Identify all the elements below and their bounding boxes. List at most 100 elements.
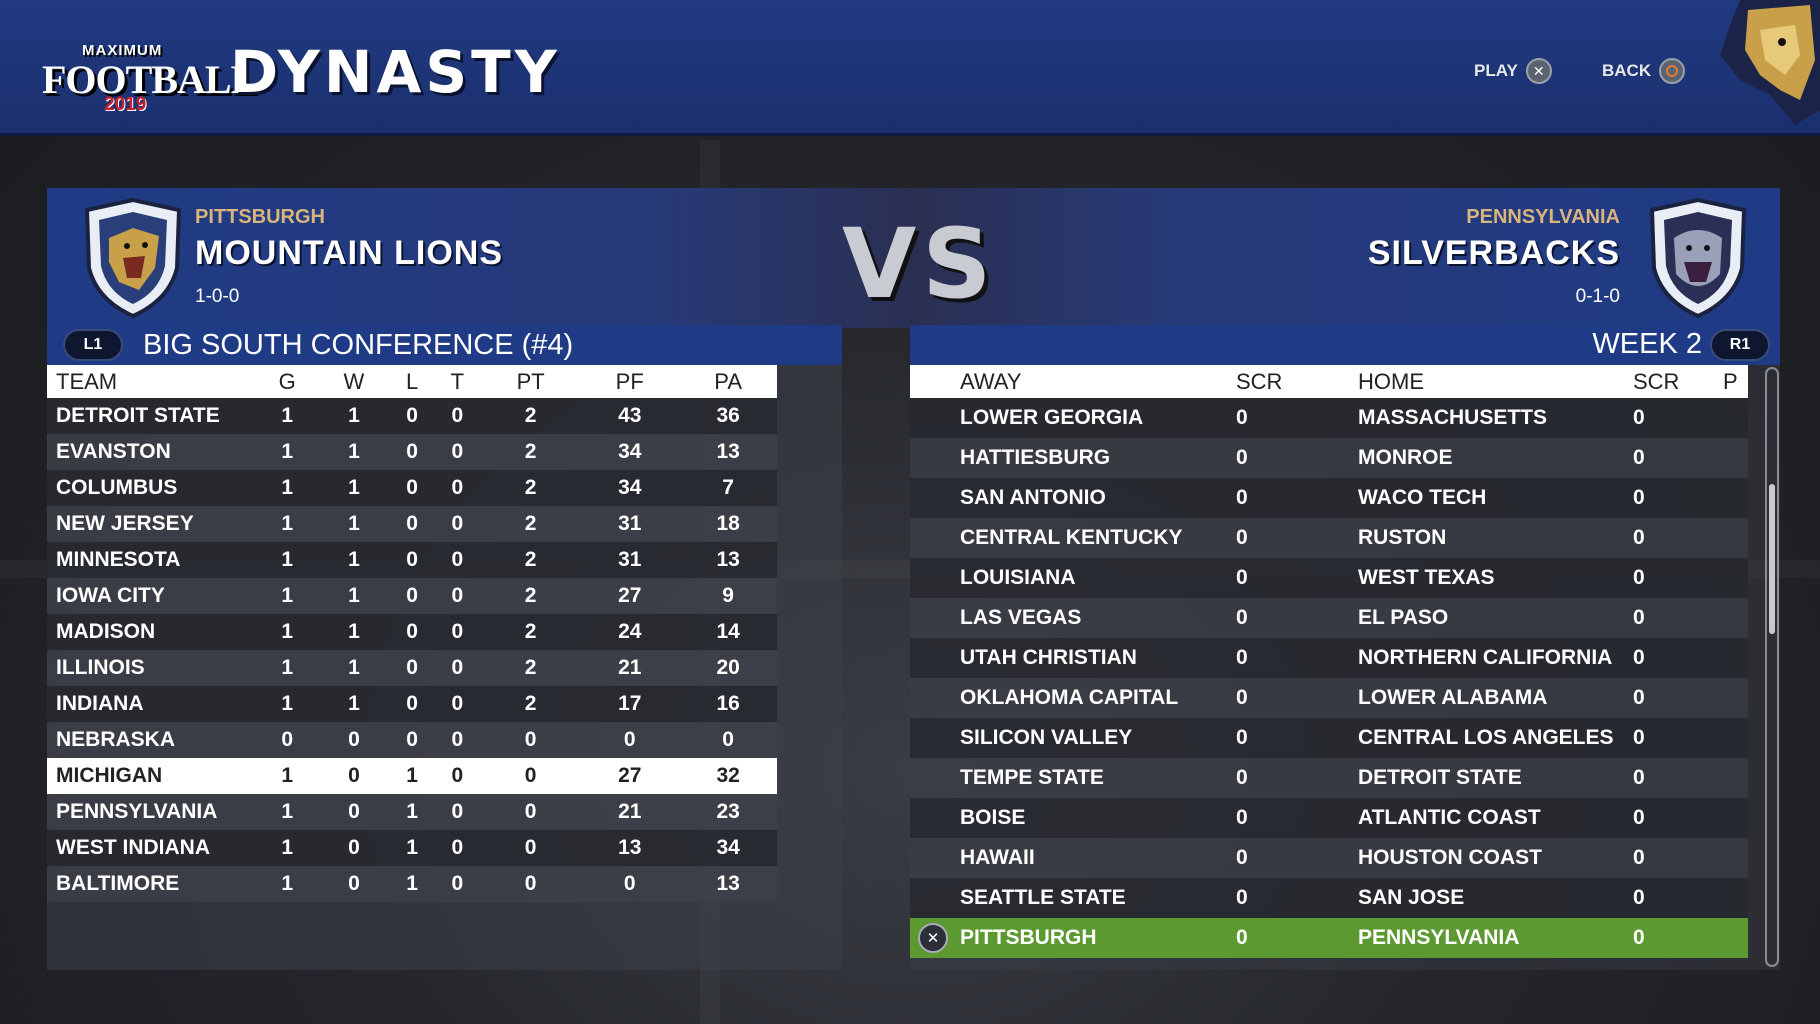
team-cell: NEBRASKA: [47, 722, 257, 758]
standings-row[interactable]: BALTIMORE 1 0 1 0 0 0 13: [47, 866, 777, 902]
schedule-row[interactable]: ✕ PITTSBURGH 0 PENNSYLVANIA 0: [910, 918, 1748, 958]
standings-panel: L1 BIG SOUTH CONFERENCE (#4) TEAM G W L …: [47, 325, 842, 970]
team-cell: MICHIGAN: [47, 758, 257, 794]
home-team-cell: LOWER ALABAMA: [1358, 678, 1633, 718]
points-for-cell: 17: [580, 686, 680, 722]
home-score-cell: 0: [1633, 838, 1723, 878]
home-score-cell: 0: [1633, 718, 1723, 758]
p-cell: [1723, 478, 1748, 518]
away-score-cell: 0: [1236, 558, 1358, 598]
p-cell: [1723, 598, 1748, 638]
standings-row[interactable]: EVANSTON 1 1 0 0 2 34 13: [47, 434, 777, 470]
away-team-cell: CENTRAL KENTUCKY: [910, 518, 1236, 558]
standings-table: TEAM G W L T PT PF PA DETROIT STATE 1 1 0 0 2…: [47, 365, 777, 902]
team-cell: NEW JERSEY: [47, 506, 257, 542]
p-cell: [1723, 638, 1748, 678]
points-for-cell: 31: [580, 506, 680, 542]
home-team-city: PITTSBURGH: [195, 206, 325, 228]
schedule-row[interactable]: HATTIESBURG 0 MONROE 0: [910, 438, 1748, 478]
away-team-label: TEMPE STATE: [960, 766, 1104, 789]
schedule-row[interactable]: TEMPE STATE 0 DETROIT STATE 0: [910, 758, 1748, 798]
losses-cell: 0: [390, 686, 434, 722]
home-score-cell: 0: [1633, 758, 1723, 798]
standings-row[interactable]: PENNSYLVANIA 1 0 1 0 0 21 23: [47, 794, 777, 830]
losses-cell: 0: [390, 434, 434, 470]
schedule-row[interactable]: BOISE 0 ATLANTIC COAST 0: [910, 798, 1748, 838]
away-team-cell: LOWER GEORGIA: [910, 398, 1236, 438]
wins-cell: 0: [317, 758, 391, 794]
scrollbar-thumb[interactable]: [1769, 484, 1775, 634]
points-for-cell: 31: [580, 542, 680, 578]
standings-row[interactable]: MADISON 1 1 0 0 2 24 14: [47, 614, 777, 650]
standings-row[interactable]: MICHIGAN 1 0 1 0 0 27 32: [47, 758, 777, 794]
p-cell: [1723, 838, 1748, 878]
page-title: DYNASTY: [230, 38, 561, 106]
points-against-cell: 16: [679, 686, 777, 722]
standings-row[interactable]: MINNESOTA 1 1 0 0 2 31 13: [47, 542, 777, 578]
standings-row[interactable]: COLUMBUS 1 1 0 0 2 34 7: [47, 470, 777, 506]
l1-bumper-button[interactable]: L1: [63, 329, 123, 361]
p-cell: [1723, 438, 1748, 478]
away-team-label: LAS VEGAS: [960, 606, 1082, 629]
standings-row[interactable]: INDIANA 1 1 0 0 2 17 16: [47, 686, 777, 722]
lion-mascot-icon: [1720, 0, 1820, 125]
back-button[interactable]: BACK: [1602, 58, 1686, 84]
wins-cell: 0: [317, 722, 391, 758]
ties-cell: 0: [433, 398, 482, 434]
points-cell: 2: [481, 614, 581, 650]
standings-row[interactable]: NEW JERSEY 1 1 0 0 2 31 18: [47, 506, 777, 542]
games-cell: 1: [257, 434, 318, 470]
ties-cell: 0: [433, 686, 482, 722]
play-button[interactable]: PLAY ✕: [1474, 58, 1552, 84]
standings-row[interactable]: NEBRASKA 0 0 0 0 0 0 0: [47, 722, 777, 758]
vs-label: VS: [842, 208, 998, 320]
ties-cell: 0: [433, 650, 482, 686]
schedule-row[interactable]: OKLAHOMA CAPITAL 0 LOWER ALABAMA 0: [910, 678, 1748, 718]
schedule-scrollbar[interactable]: [1765, 367, 1779, 967]
schedule-row[interactable]: SILICON VALLEY 0 CENTRAL LOS ANGELES 0: [910, 718, 1748, 758]
schedule-row[interactable]: CENTRAL KENTUCKY 0 RUSTON 0: [910, 518, 1748, 558]
play-label: PLAY: [1474, 61, 1518, 80]
games-cell: 1: [257, 470, 318, 506]
home-team-cell: CENTRAL LOS ANGELES: [1358, 718, 1633, 758]
away-team-label: HATTIESBURG: [960, 446, 1111, 469]
points-for-cell: 27: [580, 758, 680, 794]
games-cell: 1: [257, 830, 318, 866]
standings-row[interactable]: WEST INDIANA 1 0 1 0 0 13 34: [47, 830, 777, 866]
col-losses: L: [390, 365, 434, 398]
schedule-row[interactable]: SEATTLE STATE 0 SAN JOSE 0: [910, 878, 1748, 918]
losses-cell: 0: [390, 542, 434, 578]
col-home: HOME: [1358, 365, 1633, 398]
games-cell: 1: [257, 650, 318, 686]
schedule-row[interactable]: HAWAII 0 HOUSTON COAST 0: [910, 838, 1748, 878]
schedule-row[interactable]: UTAH CHRISTIAN 0 NORTHERN CALIFORNIA 0: [910, 638, 1748, 678]
losses-cell: 0: [390, 578, 434, 614]
losses-cell: 1: [390, 758, 434, 794]
home-team-cell: WEST TEXAS: [1358, 558, 1633, 598]
games-cell: 1: [257, 794, 318, 830]
home-team-cell: EL PASO: [1358, 598, 1633, 638]
losses-cell: 0: [390, 398, 434, 434]
standings-row[interactable]: IOWA CITY 1 1 0 0 2 27 9: [47, 578, 777, 614]
schedule-header: WEEK 2 R1: [910, 325, 1780, 365]
games-cell: 1: [257, 866, 318, 902]
team-cell: BALTIMORE: [47, 866, 257, 902]
p-cell: [1723, 758, 1748, 798]
r1-bumper-button[interactable]: R1: [1710, 329, 1770, 361]
points-for-cell: 13: [580, 830, 680, 866]
home-score-cell: 0: [1633, 678, 1723, 718]
points-cell: 2: [481, 650, 581, 686]
schedule-row[interactable]: LAS VEGAS 0 EL PASO 0: [910, 598, 1748, 638]
schedule-row[interactable]: SAN ANTONIO 0 WACO TECH 0: [910, 478, 1748, 518]
standings-row[interactable]: ILLINOIS 1 1 0 0 2 21 20: [47, 650, 777, 686]
points-cell: 0: [481, 866, 581, 902]
standings-row[interactable]: DETROIT STATE 1 1 0 0 2 43 36: [47, 398, 777, 434]
wins-cell: 1: [317, 434, 391, 470]
home-score-cell: 0: [1633, 798, 1723, 838]
ties-cell: 0: [433, 614, 482, 650]
schedule-row[interactable]: LOWER GEORGIA 0 MASSACHUSETTS 0: [910, 398, 1748, 438]
p-cell: [1723, 798, 1748, 838]
schedule-row[interactable]: LOUISIANA 0 WEST TEXAS 0: [910, 558, 1748, 598]
home-score-cell: 0: [1633, 558, 1723, 598]
points-against-cell: 13: [679, 866, 777, 902]
